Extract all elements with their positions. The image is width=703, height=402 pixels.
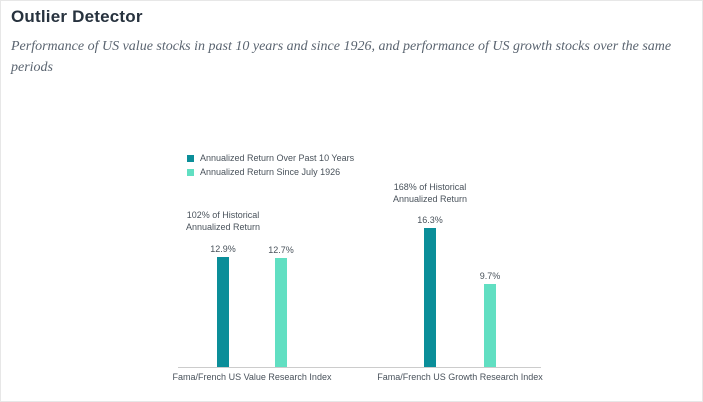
bar-value-label: 12.7% <box>268 245 294 256</box>
legend-label-since-july-1926: Annualized Return Since July 1926 <box>200 167 341 177</box>
bar-value-label: 9.7% <box>479 271 501 282</box>
x-axis-line <box>178 367 541 368</box>
bar-value-index-since-1926: 12.7% <box>268 245 294 367</box>
annotation-growth-index: 168% of Historical Annualized Return <box>393 182 467 205</box>
category-label-value-index: Fama/French US Value Research Index <box>172 372 332 382</box>
legend-swatch-dark-teal-icon <box>187 154 194 162</box>
bar-value-label: 12.9% <box>210 243 236 254</box>
category-label-growth-index: Fama/French US Growth Research Index <box>377 372 543 382</box>
bar-growth-index-past-10-years: 16.3% <box>417 215 443 367</box>
page-subtitle: Performance of US value stocks in past 1… <box>11 39 672 75</box>
bar-value-label: 16.3% <box>417 214 443 225</box>
bar-growth-index-since-1926: 9.7% <box>480 271 500 367</box>
annotation-value-index-line1: 102% of Historical <box>186 210 260 220</box>
annotation-growth-index-line1: 168% of Historical <box>393 182 467 192</box>
legend-label-past-10-years: Annualized Return Over Past 10 Years <box>200 153 355 163</box>
legend-item-past-10-years: Annualized Return Over Past 10 Years <box>187 153 354 163</box>
chart-legend: Annualized Return Over Past 10 Years Ann… <box>187 153 354 177</box>
bar-value-index-past-10-years: 12.9% <box>210 244 236 367</box>
annotation-value-index: 102% of Historical Annualized Return <box>186 210 260 233</box>
page-title: Outlier Detector <box>11 7 143 26</box>
legend-swatch-mint-icon <box>187 168 194 176</box>
annotation-value-index-line2: Annualized Return <box>185 221 261 232</box>
annotation-growth-index-line2: Annualized Return <box>392 193 468 204</box>
legend-item-since-july-1926: Annualized Return Since July 1926 <box>187 167 354 177</box>
